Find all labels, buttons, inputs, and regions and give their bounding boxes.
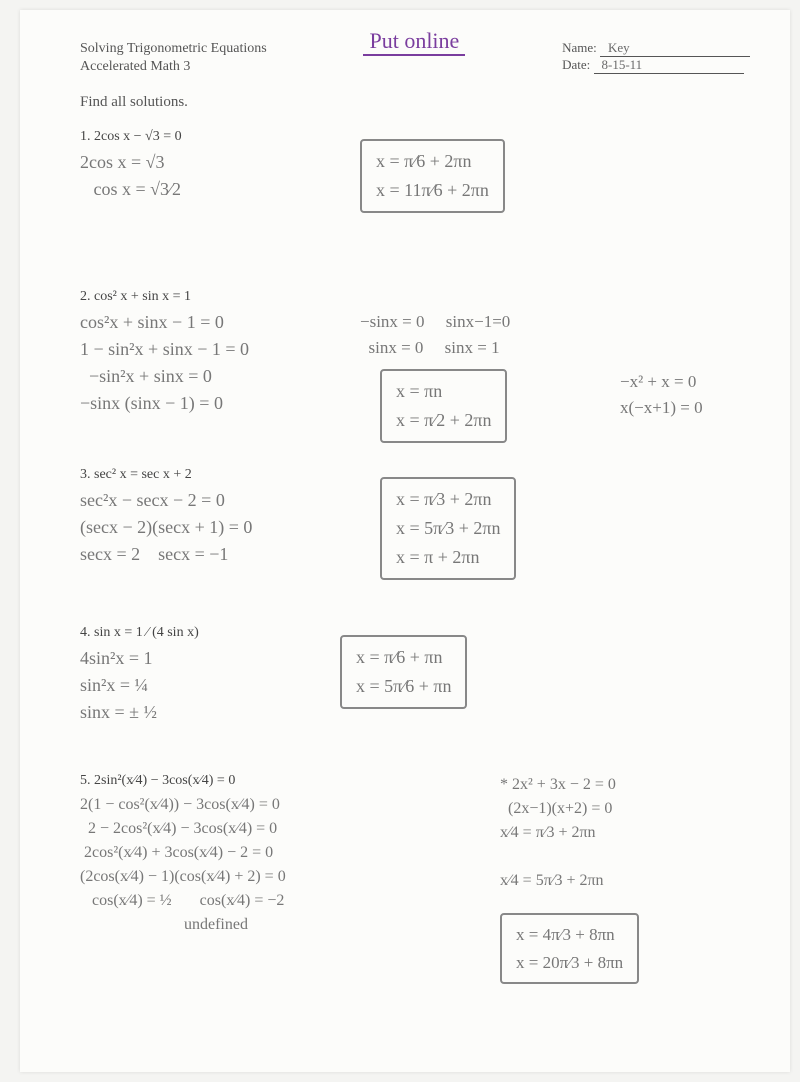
problem-2: 2. cos² x + sin x = 1 cos²x + sinx − 1 =… [80,289,750,449]
problem-5-work: 2(1 − cos²(x⁄4)) − 3cos(x⁄4) = 0 2 − 2co… [80,793,750,937]
problem-4: 4. sin x = 1 ⁄ (4 sin x) 4sin²x = 1 sin²… [80,625,750,755]
problem-3: 3. sec² x = sec x + 2 sec²x − secx − 2 =… [80,467,750,607]
name-date-block: Name: Key Date: 8-15-11 [562,40,750,74]
title-block: Solving Trigonometric Equations Accelera… [80,40,267,76]
problem-2-side-work: −sinx = 0 sinx−1=0 sinx = 0 sinx = 1 [360,309,510,360]
problem-2-statement: 2. cos² x + sin x = 1 [80,289,750,305]
problem-4-answer: x = π⁄6 + πn x = 5π⁄6 + πn [340,635,467,709]
worksheet-page: Solving Trigonometric Equations Accelera… [20,10,790,1072]
put-online-note: Put online [363,30,465,56]
problem-5-side-work: * 2x² + 3x − 2 = 0 (2x−1)(x+2) = 0 x⁄4 =… [500,773,616,893]
problem-2-answer: x = πn x = π⁄2 + 2πn [380,369,507,443]
problem-5-answer: x = 4π⁄3 + 8πn x = 20π⁄3 + 8πn [500,913,639,983]
title-line-2: Accelerated Math 3 [80,58,267,76]
header: Solving Trigonometric Equations Accelera… [80,40,750,76]
problem-1: 1. 2cos x − √3 = 0 2cos x = √3 cos x = √… [80,129,750,249]
name-label: Name: [562,40,597,55]
title-line-1: Solving Trigonometric Equations [80,40,267,58]
instruction: Find all solutions. [80,94,750,111]
problem-5-statement: 5. 2sin²(x⁄4) − 3cos(x⁄4) = 0 [80,773,750,789]
name-value: Key [600,40,750,57]
problem-5: 5. 2sin²(x⁄4) − 3cos(x⁄4) = 0 2(1 − cos²… [80,773,750,983]
date-label: Date: [562,57,590,72]
problem-2-side-note: −x² + x = 0 x(−x+1) = 0 [620,369,703,420]
date-value: 8-15-11 [594,57,744,74]
problem-1-answer: x = π⁄6 + 2πn x = 11π⁄6 + 2πn [360,139,505,213]
problem-3-answer: x = π⁄3 + 2πn x = 5π⁄3 + 2πn x = π + 2πn [380,477,516,579]
